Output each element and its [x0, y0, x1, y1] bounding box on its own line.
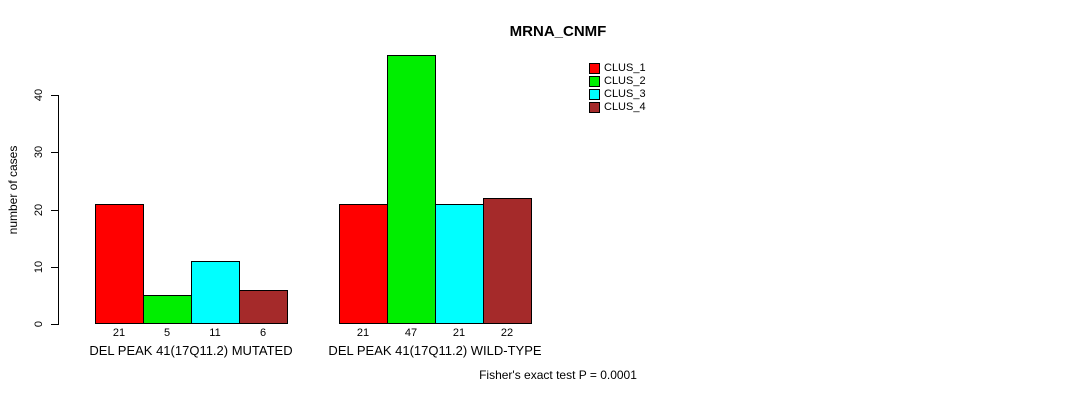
- legend-swatch-icon: [589, 102, 600, 113]
- legend-item-clus_3: CLUS_3: [589, 88, 646, 101]
- x-group-label: DEL PEAK 41(17Q11.2) WILD-TYPE: [328, 343, 542, 358]
- bar-clus_4-group2: [483, 198, 532, 324]
- legend-label: CLUS_3: [604, 88, 646, 100]
- fisher-test-annotation: Fisher's exact test P = 0.0001: [479, 368, 637, 382]
- bar-value-label: 21: [452, 327, 466, 339]
- legend-swatch-icon: [589, 89, 600, 100]
- bar-clus_1-group1: [95, 203, 144, 324]
- y-axis-tick-label: 10: [33, 260, 45, 273]
- x-group-label: DEL PEAK 41(17Q11.2) MUTATED: [89, 343, 293, 358]
- bar-value-label: 21: [112, 327, 126, 339]
- legend-item-clus_2: CLUS_2: [589, 75, 646, 88]
- bar-clus_3-group2: [435, 203, 484, 324]
- bar-clus_3-group1: [191, 261, 240, 324]
- bar-clus_2-group1: [143, 295, 192, 324]
- bar-clus_4-group1: [239, 289, 288, 324]
- bar-value-label: 11: [209, 327, 221, 339]
- y-axis-tick: [51, 95, 58, 96]
- bar-value-label: 6: [259, 327, 267, 339]
- bar-value-label: 5: [163, 327, 171, 339]
- bar-clus_2-group2: [387, 54, 436, 324]
- y-axis-tick: [51, 152, 58, 154]
- legend-label: CLUS_1: [604, 62, 646, 74]
- legend: CLUS_1 CLUS_2 CLUS_3 CLUS_4: [589, 62, 646, 114]
- y-axis-tick-label: 30: [33, 146, 45, 159]
- y-axis-tick: [51, 266, 58, 268]
- legend-swatch-icon: [589, 63, 600, 74]
- y-axis-tick-label: 0: [33, 320, 45, 328]
- chart-title: MRNA_CNMF: [509, 23, 607, 40]
- y-axis-tick: [51, 324, 58, 325]
- legend-swatch-icon: [589, 76, 600, 87]
- legend-label: CLUS_4: [604, 101, 646, 113]
- legend-item-clus_1: CLUS_1: [589, 62, 646, 75]
- y-axis-tick-label: 40: [33, 88, 45, 102]
- bar-value-label: 47: [404, 327, 418, 339]
- legend-item-clus_4: CLUS_4: [589, 101, 646, 114]
- y-axis-tick: [51, 209, 58, 211]
- y-axis-line: [58, 95, 59, 325]
- bar-clus_1-group2: [339, 203, 388, 324]
- y-axis-label: number of cases: [6, 145, 20, 235]
- y-axis-tick-label: 20: [33, 203, 45, 216]
- bar-value-label: 22: [500, 327, 514, 339]
- bar-value-label: 21: [356, 327, 370, 339]
- legend-label: CLUS_2: [604, 75, 646, 87]
